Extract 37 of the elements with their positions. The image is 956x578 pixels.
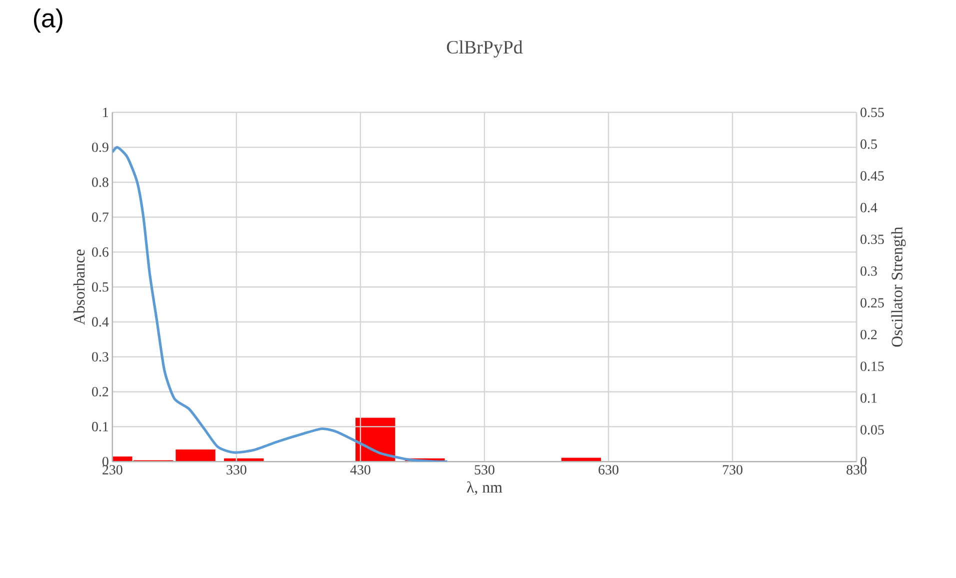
y2-tick-label: 0.05 bbox=[860, 425, 884, 435]
y-tick-label: 0.8 bbox=[92, 178, 108, 187]
y-tick-label: 0.3 bbox=[92, 352, 108, 362]
line-series bbox=[112, 146, 449, 462]
y-tick-label: 0.4 bbox=[92, 317, 109, 327]
x-tick-label: 730 bbox=[722, 465, 742, 475]
y2-tick-label: 0.35 bbox=[860, 234, 884, 244]
y-axis-title: Absorbance bbox=[73, 250, 85, 325]
y-tick-label: 0.9 bbox=[92, 142, 108, 152]
y-tick-label: 0.1 bbox=[92, 422, 108, 432]
y-tick-label: 0.7 bbox=[92, 212, 109, 222]
x-tick-label: 830 bbox=[846, 465, 866, 475]
y2-tick-label: 0.4 bbox=[860, 202, 878, 212]
y2-tick-label: 0.55 bbox=[860, 108, 884, 118]
y-tick-label: 0.5 bbox=[92, 282, 108, 292]
y2-tick-label: 0 bbox=[860, 456, 866, 466]
y2-tick-label: 0.45 bbox=[860, 171, 884, 181]
x-axis-title: λ, nm bbox=[466, 481, 502, 495]
y2-tick-label: 0.2 bbox=[860, 330, 877, 340]
y2-tick-label: 0.5 bbox=[860, 139, 877, 149]
y2-axis-title: Oscillator Strength bbox=[891, 226, 906, 347]
x-tick-label: 230 bbox=[102, 465, 122, 475]
y2-tick-label: 0.25 bbox=[860, 298, 884, 308]
x-tick-label: 330 bbox=[226, 465, 246, 475]
y-tick-label: 1 bbox=[103, 108, 108, 118]
bar bbox=[176, 450, 216, 462]
y2-tick-label: 0.1 bbox=[860, 393, 877, 403]
y-tick-label: 0.6 bbox=[92, 247, 108, 257]
y2-tick-label: 0.15 bbox=[860, 362, 884, 372]
x-tick-label: 630 bbox=[598, 465, 618, 475]
chart-title: ClBrPyPd bbox=[446, 40, 523, 58]
y2-tick-label: 0.3 bbox=[860, 266, 877, 276]
x-tick-label: 430 bbox=[350, 465, 370, 475]
text: (a) bbox=[34, 8, 62, 33]
y-tick-label: 0 bbox=[102, 456, 108, 466]
y-tick-label: 0.2 bbox=[92, 387, 108, 396]
x-tick-label: 530 bbox=[474, 465, 494, 475]
